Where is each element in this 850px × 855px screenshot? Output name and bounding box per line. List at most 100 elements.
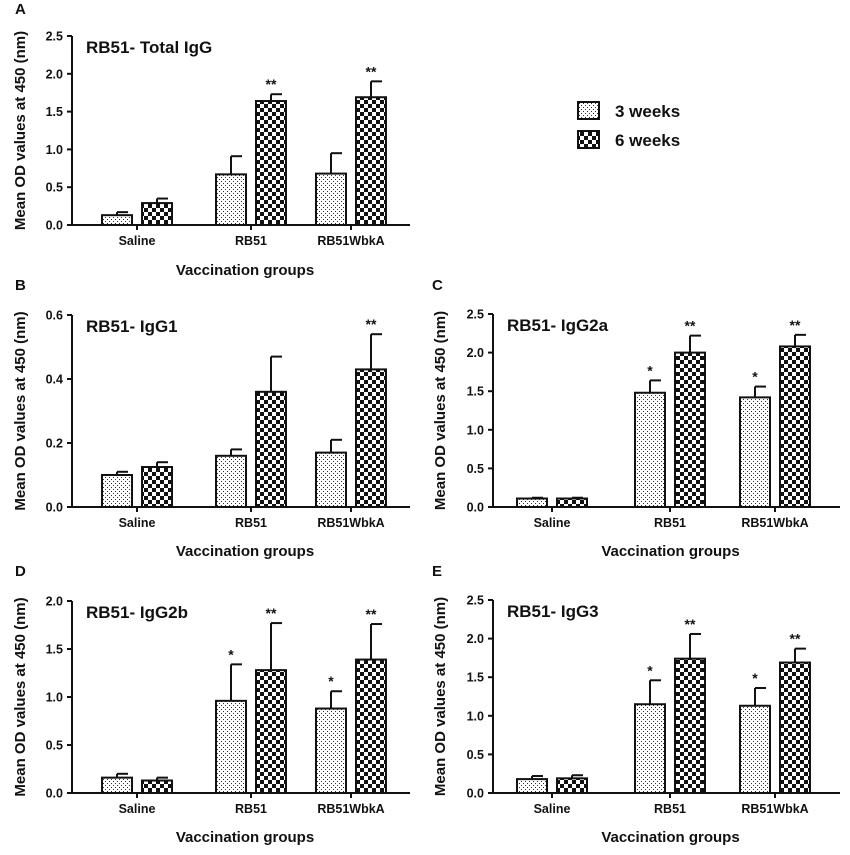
- panel-a: A RB51- Total IgG 0.0 0.5 1.0 1.5 2.0 2.5 Mean O…: [12, 1, 410, 279]
- significance-label: *: [647, 662, 653, 678]
- significance-label: **: [685, 318, 696, 334]
- x-tick-label-rb51: RB51: [654, 516, 686, 530]
- legend-label-6-weeks: 6 weeks: [615, 131, 680, 150]
- y-tick-label: 2.0: [467, 346, 484, 360]
- bar-6-weeks-saline: [141, 202, 173, 227]
- chart-title: RB51- Total IgG: [86, 38, 212, 57]
- y-tick-label: 2.0: [46, 595, 63, 609]
- significance-label: **: [366, 316, 377, 332]
- bar-6-weeks-rb51: [674, 657, 706, 794]
- y-tick-label: 0.6: [46, 309, 63, 323]
- bar-6-weeks-saline: [556, 497, 588, 508]
- x-axis-label: Vaccination groups: [176, 543, 314, 560]
- x-tick-label-saline: Saline: [119, 234, 156, 248]
- y-tick-label: 0.4: [46, 373, 63, 387]
- bar-3-weeks-rb51: [215, 454, 247, 508]
- x-tick-label-rb51: RB51: [235, 516, 267, 530]
- bar-6-weeks-rb51wbka: [355, 658, 387, 794]
- bar-3-weeks-rb51wbka: [315, 172, 347, 226]
- bar-6-weeks-rb51: [255, 669, 287, 794]
- bar-6-weeks-saline: [141, 779, 173, 795]
- bar-3-weeks-rb51wbka: [739, 396, 771, 509]
- chart-title: RB51- IgG1: [86, 317, 178, 336]
- bar-3-weeks-rb51: [634, 391, 666, 508]
- y-tick-label: 0.5: [46, 181, 63, 195]
- x-tick-label-rb51wbka: RB51WbkA: [317, 234, 384, 248]
- panel-d: D RB51- IgG2b 0.0 0.5 1.0 1.5 2.0 Mean OD value…: [12, 563, 410, 846]
- bar-6-weeks-rb51: [674, 351, 706, 508]
- significance-label: *: [228, 646, 234, 662]
- y-tick-label: 0.5: [467, 462, 484, 476]
- bar-6-weeks-rb51wbka: [355, 368, 387, 508]
- legend: 3 weeks 6 weeks: [577, 101, 680, 150]
- bar-6-weeks-saline: [141, 466, 173, 508]
- y-tick-label: 1.5: [467, 385, 484, 399]
- chart-title: RB51- IgG2a: [507, 316, 609, 335]
- y-tick-label: 1.5: [46, 643, 63, 657]
- y-tick-label: 2.5: [467, 594, 484, 608]
- x-tick-label-rb51: RB51: [235, 234, 267, 248]
- x-tick-label-rb51wbka: RB51WbkA: [741, 516, 808, 530]
- bar-6-weeks-saline: [556, 777, 588, 794]
- y-axis-label: Mean OD values at 450 (nm): [12, 31, 29, 230]
- significance-label: **: [790, 631, 801, 647]
- x-tick-label-rb51: RB51: [235, 802, 267, 816]
- x-tick-label-saline: Saline: [534, 516, 571, 530]
- x-axis-label: Vaccination groups: [601, 829, 739, 846]
- bar-6-weeks-rb51wbka: [779, 661, 811, 794]
- bar-3-weeks-rb51wbka: [739, 704, 771, 794]
- panel-letter: E: [432, 563, 442, 580]
- x-tick-label-rb51wbka: RB51WbkA: [317, 802, 384, 816]
- panel-c: C RB51- IgG2a 0.0 0.5 1.0 1.5 2.0 2.5 Mean OD va…: [432, 277, 840, 560]
- y-tick-label: 2.5: [467, 308, 484, 322]
- bar-3-weeks-saline: [101, 776, 133, 795]
- legend-swatch-3-weeks: [577, 101, 600, 120]
- y-tick-label: 1.0: [46, 143, 63, 157]
- y-tick-label: 2.5: [46, 30, 63, 44]
- bar-3-weeks-rb51: [215, 173, 247, 227]
- x-tick-label-rb51: RB51: [654, 802, 686, 816]
- y-axis-label: Mean OD values at 450 (nm): [432, 311, 449, 510]
- x-axis-label: Vaccination groups: [601, 543, 739, 560]
- x-tick-label-saline: Saline: [534, 802, 571, 816]
- significance-label: **: [266, 76, 277, 92]
- x-tick-label-saline: Saline: [119, 516, 156, 530]
- y-tick-label: 1.0: [46, 691, 63, 705]
- chart-title: RB51- IgG3: [507, 602, 599, 621]
- significance-label: **: [366, 63, 377, 79]
- y-axis-label: Mean OD values at 450 (nm): [432, 597, 449, 796]
- x-axis-label: Vaccination groups: [176, 829, 314, 846]
- panel-letter: A: [15, 1, 26, 18]
- significance-label: *: [647, 362, 653, 378]
- y-tick-label: 2.0: [467, 632, 484, 646]
- significance-label: **: [366, 606, 377, 622]
- bar-6-weeks-rb51: [255, 100, 287, 226]
- y-tick-label: 0.0: [467, 787, 484, 801]
- bar-3-weeks-rb51: [634, 703, 666, 794]
- significance-label: *: [752, 670, 758, 686]
- y-tick-label: 0.0: [467, 501, 484, 515]
- y-tick-label: 0.0: [46, 219, 63, 233]
- y-tick-label: 2.0: [46, 67, 63, 81]
- y-tick-label: 1.0: [467, 709, 484, 723]
- y-tick-label: 0.0: [46, 787, 63, 801]
- bar-3-weeks-rb51wbka: [315, 451, 347, 509]
- bar-3-weeks-saline: [516, 497, 548, 508]
- bar-3-weeks-rb51: [215, 699, 247, 795]
- bar-3-weeks-rb51wbka: [315, 707, 347, 795]
- chart-title: RB51- IgG2b: [86, 603, 188, 622]
- significance-label: **: [266, 605, 277, 621]
- bar-3-weeks-saline: [101, 214, 133, 226]
- panel-letter: C: [432, 277, 443, 294]
- bar-6-weeks-rb51: [255, 390, 287, 508]
- panel-letter: D: [15, 563, 26, 580]
- significance-label: **: [685, 616, 696, 632]
- legend-label-3-weeks: 3 weeks: [615, 102, 680, 121]
- x-axis-label: Vaccination groups: [176, 262, 314, 279]
- y-tick-label: 1.0: [467, 423, 484, 437]
- bar-6-weeks-rb51wbka: [779, 345, 811, 509]
- y-tick-label: 1.5: [46, 105, 63, 119]
- significance-label: *: [752, 369, 758, 385]
- panel-b: B RB51- IgG1 0.0 0.2 0.4 0.6 Mean OD values at…: [12, 277, 410, 560]
